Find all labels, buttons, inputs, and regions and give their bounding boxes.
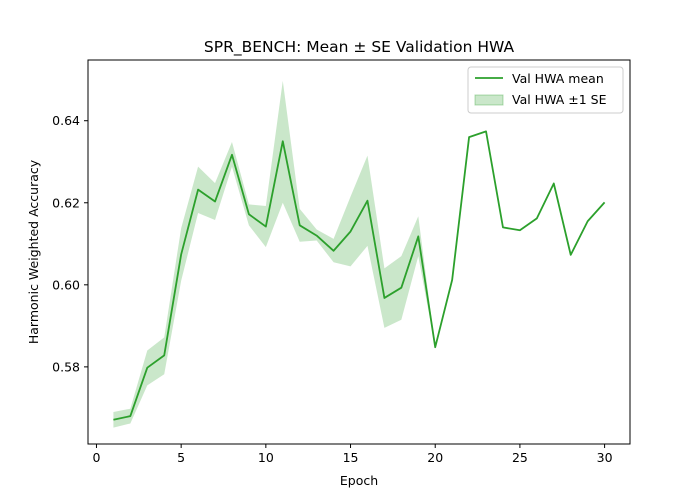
x-tick-label: 30 [597,450,613,465]
plot-area [87,59,631,445]
x-tick-label: 5 [177,450,185,465]
chart-title: SPR_BENCH: Mean ± SE Validation HWA [204,38,515,57]
x-tick-label: 25 [512,450,528,465]
y-axis: 0.58 0.60 0.62 0.64 [52,113,88,374]
x-tick-label: 20 [427,450,443,465]
y-axis-label: Harmonic Weighted Accuracy [26,159,41,344]
plot-frame [87,59,631,445]
legend-entry-mean: Val HWA mean [512,71,604,86]
mean-line-group [113,130,606,421]
x-axis-label: Epoch [340,473,378,488]
x-tick-label: 10 [258,450,274,465]
x-tick-label: 0 [92,450,100,465]
y-tick-label: 0.60 [52,277,80,292]
legend-entry-band: Val HWA ±1 SE [512,92,607,107]
mean-line [113,130,606,421]
legend: Val HWA mean Val HWA ±1 SE [467,66,624,114]
legend-box [467,66,624,114]
y-tick-label: 0.58 [52,359,80,374]
x-tick-label: 15 [343,450,359,465]
y-tick-label: 0.62 [52,195,80,210]
x-axis: 0 5 10 15 20 25 30 [92,444,613,465]
legend-band-swatch [474,94,504,106]
y-tick-label: 0.64 [52,113,80,128]
